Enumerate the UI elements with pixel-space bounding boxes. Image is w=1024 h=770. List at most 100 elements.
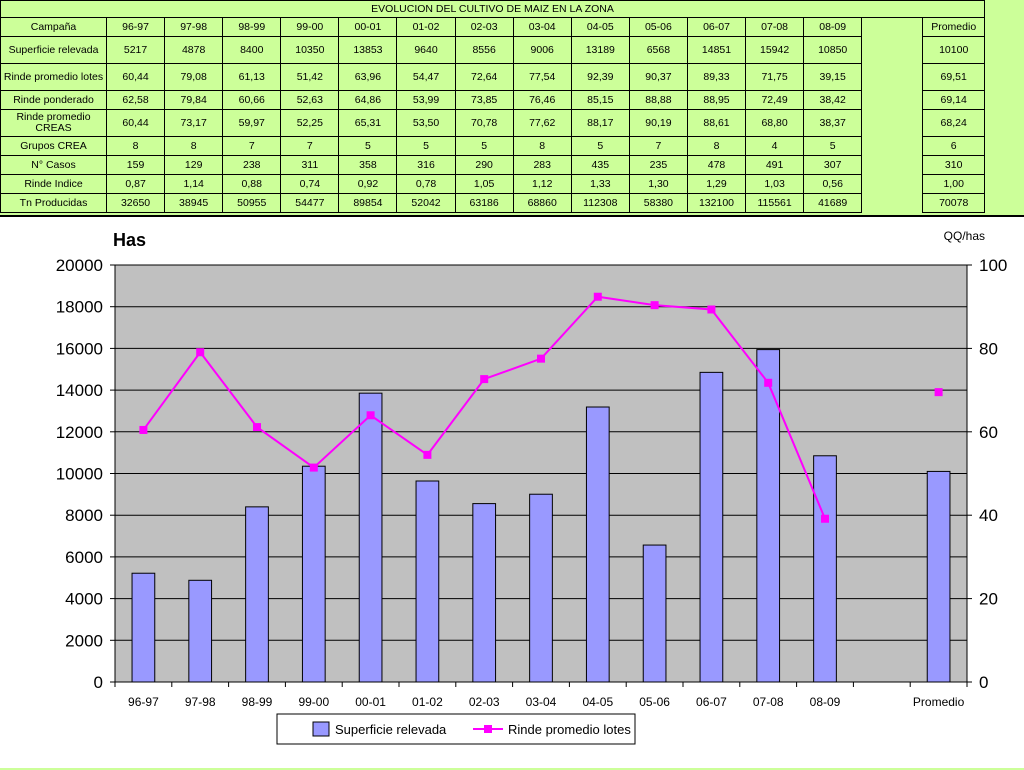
- table-cell: 53,50: [396, 109, 456, 137]
- chart-frame: 0 2000 4000 6000 8000 10000 12000 14000 16000 180…: [0, 215, 1024, 768]
- table-cell: 1,14: [164, 174, 224, 194]
- table-cell: 73,17: [164, 109, 224, 137]
- table-cell: 62,58: [106, 90, 166, 110]
- x-axis-tick-label: 05-06: [639, 695, 670, 709]
- bar-superficie-relevada: [188, 579, 213, 683]
- blank-column-cell: [861, 17, 924, 37]
- table-cell: 59,97: [222, 109, 282, 137]
- table-cell: 8: [106, 136, 166, 156]
- bar-superficie-relevada: [472, 503, 497, 683]
- column-header: 98-99: [222, 17, 282, 37]
- marker-rinde-promedio-lotes: [423, 450, 432, 459]
- table-cell: 60,44: [106, 63, 166, 91]
- blank-column-cell: [861, 63, 924, 91]
- table-cell: 65,31: [338, 109, 398, 137]
- legend-marker-rinde-promedio-lotes: [484, 725, 492, 733]
- marker-rinde-promedio-lotes: [821, 514, 829, 523]
- table-cell: 92,39: [570, 63, 630, 91]
- table-cell: 88,95: [686, 90, 747, 110]
- bar-superficie-relevada: [642, 544, 667, 683]
- left-axis-tick-label: 8000: [65, 506, 103, 525]
- table-cell: 32650: [106, 193, 166, 213]
- marker-rinde-promedio-lotes: [253, 423, 261, 432]
- header-label-cell: Campaña: [0, 17, 108, 37]
- table-cell: 6568: [628, 36, 688, 64]
- table-cell: 77,54: [512, 63, 572, 91]
- table-cell: 39,15: [803, 63, 863, 91]
- row-label: Tn Producidas: [0, 193, 108, 213]
- table-cell: 4878: [164, 36, 224, 64]
- table-cell: 52,63: [280, 90, 340, 110]
- blank-column-cell: [861, 174, 924, 194]
- table-cell: 112308: [570, 193, 630, 213]
- right-axis-tick-label: 80: [979, 339, 998, 358]
- left-axis-tick-label: 12000: [56, 423, 103, 442]
- table-row: Rinde promedio lotes 60,44 79,08 61,13 51,42…: [0, 63, 985, 91]
- right-axis-tick-label: 100: [979, 256, 1007, 275]
- average-cell: 70078: [922, 193, 985, 213]
- table-cell: 88,17: [570, 109, 630, 137]
- legend-swatch-superficie-relevada: [312, 721, 330, 737]
- table-cell: 53,99: [396, 90, 456, 110]
- marker-rinde-promedio-lotes: [934, 388, 943, 397]
- column-header: 05-06: [628, 17, 688, 37]
- table-cell: 0,78: [396, 174, 456, 194]
- column-header: 99-00: [280, 17, 340, 37]
- marker-rinde-promedio-lotes: [650, 301, 659, 310]
- table-cell: 89854: [338, 193, 398, 213]
- x-axis-tick-label: 99-00: [298, 695, 329, 709]
- row-label: Rinde promedio lotes: [0, 63, 108, 91]
- table-cell: 9006: [512, 36, 572, 64]
- table-cell: 38,42: [803, 90, 863, 110]
- marker-rinde-promedio-lotes: [139, 425, 148, 434]
- table-row: Superficie relevada 5217 4878 8400 10350 1385…: [0, 36, 985, 64]
- table-cell: 491: [745, 155, 805, 175]
- table-cell: 68860: [512, 193, 572, 213]
- column-header: 00-01: [338, 17, 398, 37]
- table-cell: 50955: [222, 193, 282, 213]
- table-cell: 54477: [280, 193, 340, 213]
- left-axis-tick-label: 0: [94, 673, 103, 692]
- table-cell: 71,75: [745, 63, 805, 91]
- blank-column-cell: [861, 193, 924, 213]
- blank-column-cell: [861, 90, 924, 110]
- table-cell: 7: [222, 136, 282, 156]
- marker-rinde-promedio-lotes: [196, 348, 205, 357]
- table-cell: 1,30: [628, 174, 688, 194]
- table-cell: 77,62: [512, 109, 572, 137]
- table-cell: 358: [338, 155, 398, 175]
- blank-column-cell: [861, 136, 924, 156]
- x-axis-tick-label: 07-08: [753, 695, 784, 709]
- table-cell: 316: [396, 155, 456, 175]
- table-cell: 10850: [803, 36, 863, 64]
- table-cell: 1,29: [686, 174, 747, 194]
- marker-rinde-promedio-lotes: [366, 411, 375, 420]
- left-axis-tick-label: 16000: [56, 339, 103, 358]
- table-cell: 68,80: [745, 109, 805, 137]
- left-axis-tick-label: 4000: [65, 590, 103, 609]
- table-cell: 63186: [454, 193, 514, 213]
- blank-column-cell: [861, 36, 924, 64]
- table-cell: 64,86: [338, 90, 398, 110]
- x-axis-tick-label: 08-09: [810, 695, 841, 709]
- table-cell: 4: [745, 136, 805, 156]
- bar-superficie-relevada: [699, 371, 724, 683]
- x-axis-tick-label: 04-05: [582, 695, 613, 709]
- row-label: Rinde Indice: [0, 174, 108, 194]
- bar-superficie-relevada: [301, 465, 326, 683]
- bar-superficie-relevada: [415, 480, 440, 683]
- table-cell: 15942: [745, 36, 805, 64]
- column-header: 01-02: [396, 17, 456, 37]
- bar-superficie-relevada: [926, 470, 951, 683]
- x-axis-tick-label: Promedio: [913, 695, 965, 709]
- table-cell: 54,47: [396, 63, 456, 91]
- table-cell: 8: [164, 136, 224, 156]
- table-cell: 41689: [803, 193, 863, 213]
- table-cell: 52042: [396, 193, 456, 213]
- average-cell: 1,00: [922, 174, 985, 194]
- left-axis-tick-label: 6000: [65, 548, 103, 567]
- table-cell: 76,46: [512, 90, 572, 110]
- table-cell: 52,25: [280, 109, 340, 137]
- table-cell: 478: [686, 155, 747, 175]
- data-table-container: EVOLUCION DEL CULTIVO DE MAIZ EN LA ZONA…: [0, 0, 985, 213]
